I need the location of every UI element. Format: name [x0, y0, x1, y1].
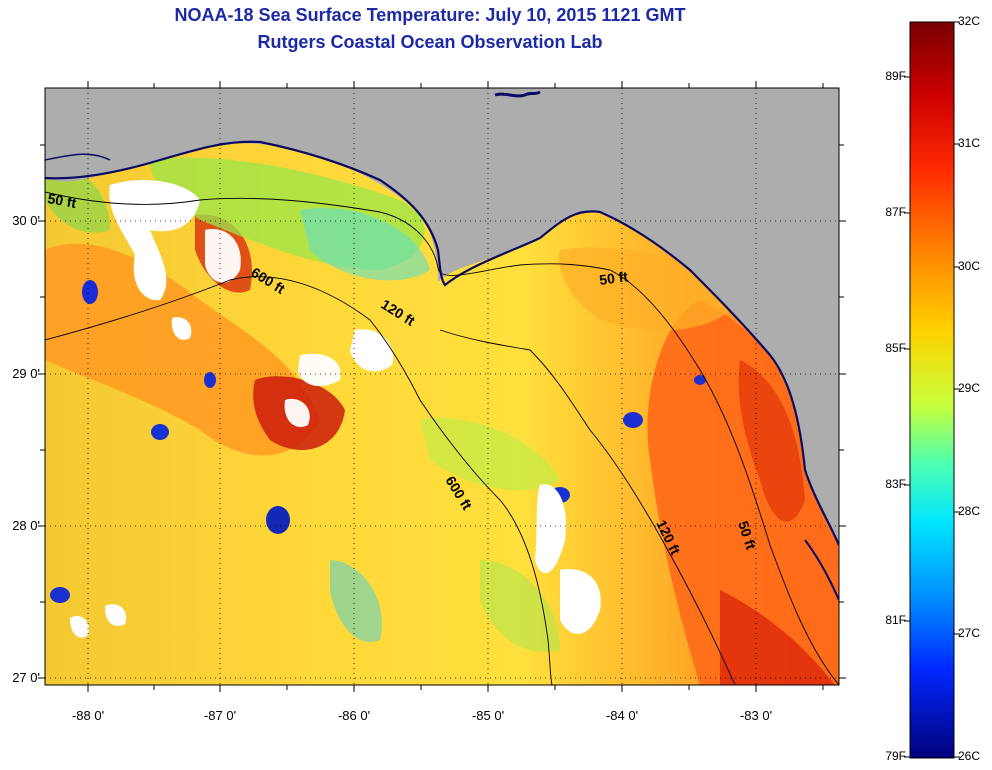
colorbar-celsius-label: 27C	[958, 626, 981, 640]
colorbar-fahrenheit-label: 89F	[885, 69, 906, 83]
colorbar-fahrenheit-label: 83F	[885, 477, 906, 491]
colorbar-fahrenheit-label: 79F	[885, 749, 906, 763]
contour-label: 50 ft	[46, 190, 77, 211]
colorbar-celsius-label: 26C	[958, 749, 981, 763]
lon-label: -83 0'	[739, 708, 773, 723]
lat-label: 28 0'	[12, 518, 40, 533]
lon-label: -85 0'	[471, 708, 505, 723]
colorbar-fahrenheit-label: 81F	[885, 613, 906, 627]
contour-600ft	[45, 276, 553, 685]
colorbar-fahrenheit-label: 87F	[885, 205, 906, 219]
frame-ticks	[38, 81, 846, 692]
colorbar-celsius-label: 32C	[958, 14, 981, 28]
contour-120ft	[439, 329, 736, 685]
colorbar-celsius-label: 28C	[958, 504, 981, 518]
colorbar-celsius-label: 29C	[958, 381, 981, 395]
colorbar	[909, 21, 955, 759]
land-mass	[45, 88, 839, 545]
map-title: NOAA-18 Sea Surface Temperature: July 10…	[174, 5, 686, 25]
colorbar-celsius-label: 31C	[958, 136, 981, 150]
colorbar-celsius-label: 30C	[958, 259, 981, 273]
map-subtitle: Rutgers Coastal Ocean Observation Lab	[257, 32, 603, 52]
lon-label: -84 0'	[605, 708, 639, 723]
lat-label: 27 0'	[12, 670, 40, 685]
lon-label: -88 0'	[71, 708, 105, 723]
colorbar-fahrenheit-label: 85F	[885, 341, 906, 355]
cloud-patch	[109, 180, 200, 301]
colorbar-ticks	[904, 21, 960, 758]
lon-label: -86 0'	[337, 708, 371, 723]
lat-label: 29 0'	[12, 366, 40, 381]
lon-label: -87 0'	[203, 708, 237, 723]
contour-50ft	[45, 191, 839, 685]
plot-frame	[44, 87, 840, 686]
lat-label: 30 0'	[12, 213, 40, 228]
contour-label: 50 ft	[598, 268, 629, 288]
